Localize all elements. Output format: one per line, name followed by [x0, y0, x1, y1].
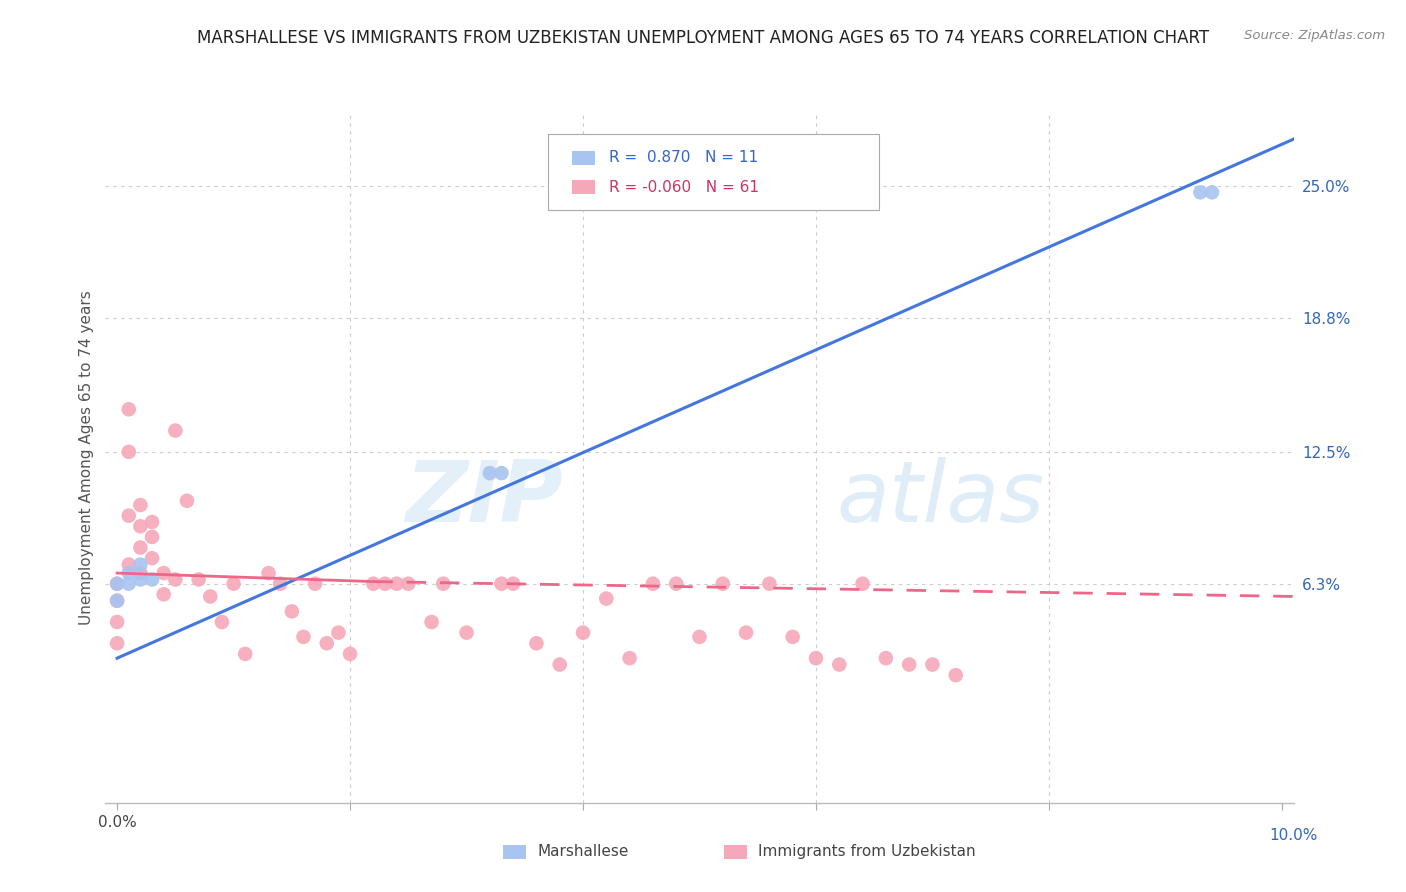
Point: [396, 576, 419, 591]
Point: [595, 591, 617, 606]
Point: [315, 636, 337, 650]
Text: Source: ZipAtlas.com: Source: ZipAtlas.com: [1244, 29, 1385, 42]
Point: [641, 576, 664, 591]
Point: [176, 493, 198, 508]
Point: [281, 604, 304, 618]
Point: [945, 668, 967, 682]
Point: [233, 647, 256, 661]
Text: 10.0%: 10.0%: [1270, 828, 1317, 843]
Point: [105, 576, 128, 591]
Point: [432, 576, 454, 591]
Point: [898, 657, 921, 672]
Point: [105, 593, 128, 607]
Point: [526, 636, 548, 650]
Point: [165, 424, 187, 438]
Point: [222, 576, 245, 591]
Point: [257, 566, 280, 580]
Point: [129, 558, 152, 572]
Point: [141, 551, 163, 566]
Point: [118, 558, 141, 572]
Point: [129, 498, 152, 512]
Point: [688, 630, 710, 644]
Point: [572, 625, 595, 640]
Text: R = -0.060   N = 61: R = -0.060 N = 61: [609, 180, 759, 194]
Point: [200, 590, 222, 604]
Point: [118, 402, 141, 417]
Point: [491, 576, 513, 591]
Point: [269, 576, 291, 591]
Point: [105, 615, 128, 629]
Point: [141, 530, 163, 544]
Point: [292, 630, 315, 644]
Point: [1201, 186, 1223, 200]
Point: [851, 576, 873, 591]
Point: [478, 466, 501, 480]
Point: [502, 576, 524, 591]
Point: [129, 519, 152, 533]
Text: ZIP: ZIP: [405, 457, 562, 541]
Point: [129, 573, 152, 587]
Point: [105, 593, 128, 607]
Point: [141, 573, 163, 587]
Point: [129, 541, 152, 555]
Point: [735, 625, 758, 640]
Point: [141, 515, 163, 529]
Point: [1189, 186, 1212, 200]
Point: [665, 576, 688, 591]
Point: [152, 566, 174, 580]
Point: [328, 625, 350, 640]
Point: [211, 615, 233, 629]
Point: [758, 576, 780, 591]
Point: [804, 651, 827, 665]
Point: [921, 657, 943, 672]
Text: Immigrants from Uzbekistan: Immigrants from Uzbekistan: [758, 845, 976, 859]
Point: [165, 573, 187, 587]
Point: [875, 651, 897, 665]
Point: [420, 615, 443, 629]
Text: atlas: atlas: [837, 457, 1045, 541]
Point: [105, 636, 128, 650]
Point: [118, 576, 141, 591]
Point: [105, 576, 128, 591]
Point: [118, 566, 141, 580]
Text: R =  0.870   N = 11: R = 0.870 N = 11: [609, 151, 758, 165]
Point: [118, 508, 141, 523]
Point: [711, 576, 734, 591]
Point: [385, 576, 408, 591]
Point: [491, 466, 513, 480]
Point: [129, 566, 152, 580]
Point: [304, 576, 326, 591]
Point: [619, 651, 641, 665]
Point: [152, 587, 174, 601]
Text: Marshallese: Marshallese: [537, 845, 628, 859]
Point: [828, 657, 851, 672]
Point: [374, 576, 396, 591]
Point: [118, 445, 141, 459]
Y-axis label: Unemployment Among Ages 65 to 74 years: Unemployment Among Ages 65 to 74 years: [79, 290, 94, 624]
Point: [548, 657, 571, 672]
Point: [456, 625, 478, 640]
Text: MARSHALLESE VS IMMIGRANTS FROM UZBEKISTAN UNEMPLOYMENT AMONG AGES 65 TO 74 YEARS: MARSHALLESE VS IMMIGRANTS FROM UZBEKISTA…: [197, 29, 1209, 46]
Point: [339, 647, 361, 661]
Point: [187, 573, 209, 587]
Point: [782, 630, 804, 644]
Point: [363, 576, 385, 591]
